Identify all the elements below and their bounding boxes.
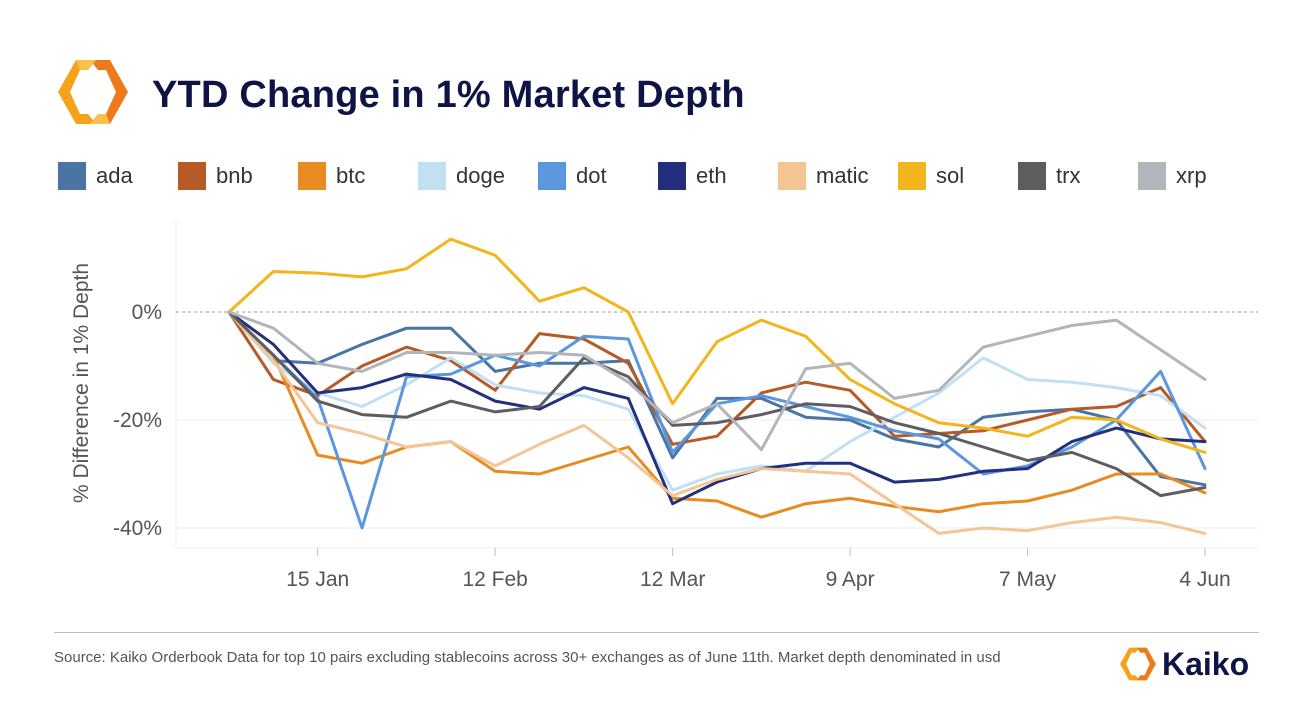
legend-label-trx: trx xyxy=(1056,163,1081,188)
legend-swatch-xrp xyxy=(1138,162,1166,190)
y-axis-label: % Difference in 1% Depth xyxy=(70,263,93,503)
x-tick-label: 7 May xyxy=(999,568,1057,591)
legend-item-btc: btc xyxy=(298,160,365,192)
x-gridlines xyxy=(317,548,1206,556)
legend-swatch-ada xyxy=(58,162,86,190)
series-line-matic xyxy=(227,310,1207,535)
series-line-eth xyxy=(227,310,1207,506)
legend-item-matic: matic xyxy=(778,160,869,192)
legend-item-bnb: bnb xyxy=(178,160,253,192)
legend-swatch-bnb xyxy=(178,162,206,190)
legend-swatch-matic xyxy=(778,162,806,190)
series-layer xyxy=(227,237,1207,535)
legend-label-ada: ada xyxy=(96,163,133,188)
kaiko-brand-icon xyxy=(1120,647,1156,681)
legend-item-trx: trx xyxy=(1018,160,1080,192)
x-tick-labels: 15 Jan 12 Feb 12 Mar 9 Apr 7 May 4 Jun xyxy=(286,568,1230,591)
legend-item-dot: dot xyxy=(538,160,607,192)
series-line-bnb xyxy=(227,310,1207,446)
y-tick-labels: 0% -20% -40% xyxy=(113,301,162,540)
series-line-xrp xyxy=(227,310,1207,452)
series-line-doge xyxy=(227,310,1207,492)
legend-item-xrp: xrp xyxy=(1138,160,1207,192)
legend-item-sol: sol xyxy=(898,160,964,192)
footer-divider xyxy=(54,632,1259,633)
legend-label-btc: btc xyxy=(336,163,366,188)
x-tick-label: 15 Jan xyxy=(286,568,349,591)
legend-item-doge: doge xyxy=(418,160,505,192)
y-tick-label: 0% xyxy=(132,301,162,324)
y-tick-label: -40% xyxy=(113,517,162,540)
legend-swatch-sol xyxy=(898,162,926,190)
legend-swatch-doge xyxy=(418,162,446,190)
legend-swatch-eth xyxy=(658,162,686,190)
series-line-ada xyxy=(227,310,1207,487)
series-line-sol xyxy=(227,237,1207,454)
x-tick-label: 12 Mar xyxy=(640,568,705,591)
legend-label-matic: matic xyxy=(816,163,869,188)
brand-name: Kaiko xyxy=(1162,645,1250,682)
legend-swatch-btc xyxy=(298,162,326,190)
line-chart: 0% -20% -40% 15 Jan 12 Feb 12 Mar 9 Apr 7 May 4… xyxy=(70,220,1258,591)
legend-label-bnb: bnb xyxy=(216,163,253,188)
kaiko-logo-icon xyxy=(58,60,128,124)
legend-label-dot: dot xyxy=(576,163,607,188)
legend-label-eth: eth xyxy=(696,163,727,188)
legend-swatch-dot xyxy=(538,162,566,190)
series-line-trx xyxy=(227,310,1207,498)
source-note: Source: Kaiko Orderbook Data for top 10 … xyxy=(54,649,1001,666)
x-tick-label: 9 Apr xyxy=(826,568,875,591)
legend-item-eth: eth xyxy=(658,160,727,192)
gridlines xyxy=(176,311,1258,529)
page-title: YTD Change in 1% Market Depth xyxy=(152,74,745,116)
series-line-btc xyxy=(227,310,1207,519)
legend-label-doge: doge xyxy=(456,163,505,188)
x-tick-label: 4 Jun xyxy=(1179,568,1230,591)
legend-item-ada: ada xyxy=(58,160,133,192)
legend-swatch-trx xyxy=(1018,162,1046,190)
legend-label-xrp: xrp xyxy=(1176,163,1207,188)
y-tick-label: -20% xyxy=(113,409,162,432)
x-tick-label: 12 Feb xyxy=(462,568,527,591)
brand-logo: Kaiko xyxy=(1118,642,1249,686)
legend-label-sol: sol xyxy=(936,163,965,188)
